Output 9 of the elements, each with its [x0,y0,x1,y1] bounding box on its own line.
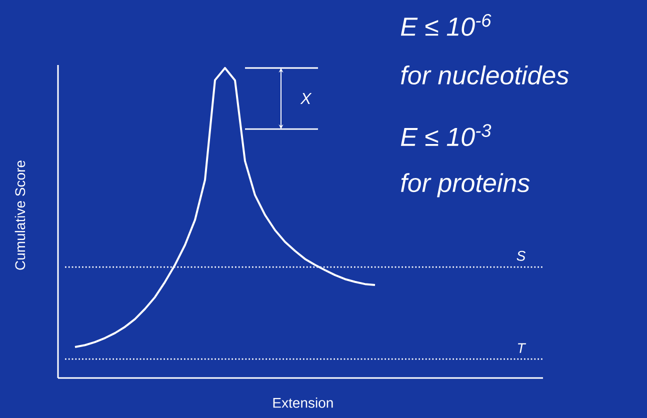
ref-line-label: T [518,343,526,353]
annotation: X [300,93,312,104]
text: E ≤ 10$^{-3}$ [400,124,492,146]
text: for nucleotides [401,65,569,85]
ref-line-label: S [516,250,526,261]
text: E ≤ 10$^{-6}$ [400,14,492,36]
x-axis-title: Extension [273,398,333,408]
text: for proteins [401,173,530,198]
y-axis-title: Cumulative Score [14,160,26,270]
